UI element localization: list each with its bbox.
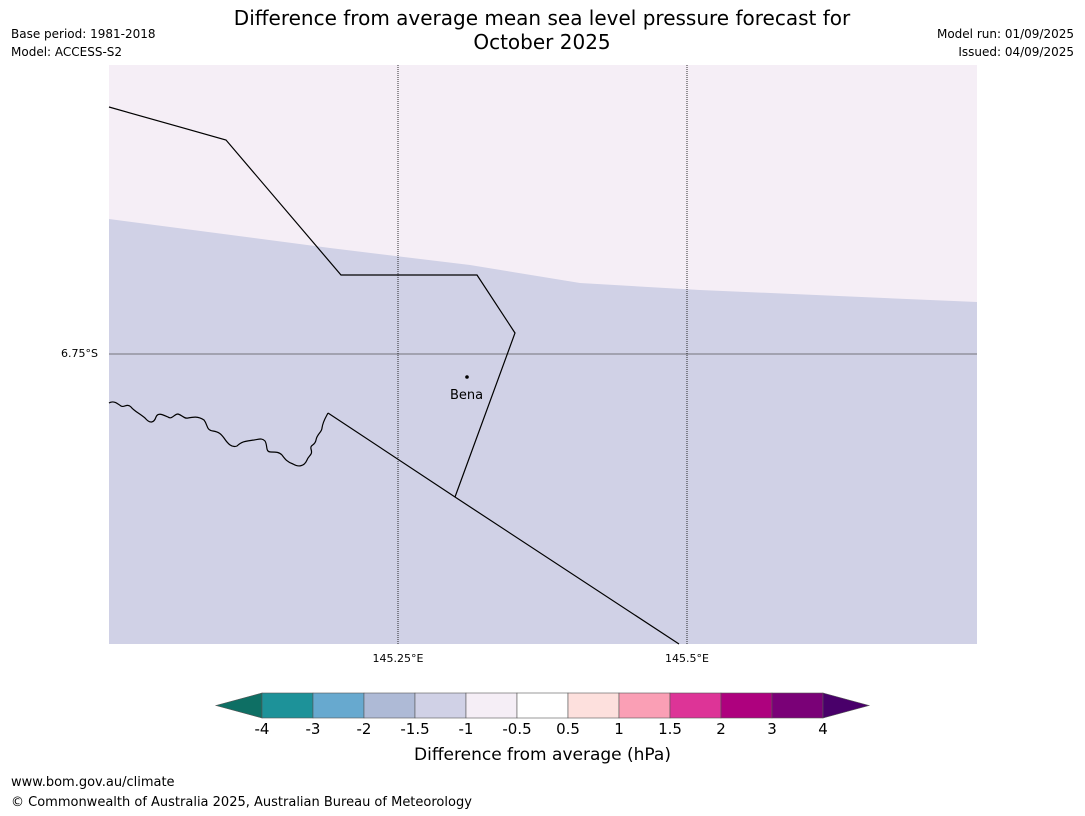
colorbar-tick-label: 4 bbox=[818, 720, 828, 738]
footer-copyright: © Commonwealth of Australia 2025, Austra… bbox=[11, 795, 472, 810]
colorbar-tick-label: -0.5 bbox=[502, 720, 532, 738]
colorbar bbox=[214, 692, 871, 719]
map-title: Difference from average mean sea level p… bbox=[142, 6, 942, 54]
colorbar-segment bbox=[363, 692, 416, 719]
colorbar-tick-label: 1.5 bbox=[658, 720, 682, 738]
colorbar-tick-label: 3 bbox=[767, 720, 777, 738]
title-line-1: Difference from average mean sea level p… bbox=[233, 6, 851, 30]
issued-text: Issued: 04/09/2025 bbox=[958, 45, 1074, 59]
footer-url[interactable]: www.bom.gov.au/climate bbox=[11, 775, 175, 790]
meta-left: Base period: 1981-2018 Model: ACCESS-S2 bbox=[11, 25, 156, 61]
bena-label: Bena bbox=[450, 388, 484, 403]
lon-label-145-5e: 145.5°E bbox=[665, 652, 709, 665]
colorbar-segment bbox=[414, 692, 467, 719]
colorbar-segment bbox=[312, 692, 365, 719]
colorbar-segment bbox=[669, 692, 722, 719]
colorbar-tick-label: -1 bbox=[458, 720, 474, 738]
model-run-text: Model run: 01/09/2025 bbox=[936, 27, 1074, 41]
colorbar-segment bbox=[567, 692, 620, 719]
colorbar-title: Difference from average (hPa) bbox=[414, 745, 671, 765]
title-line-2: October 2025 bbox=[473, 30, 611, 54]
colorbar-segment bbox=[618, 692, 671, 719]
base-period-text: Base period: 1981-2018 bbox=[11, 27, 156, 41]
colorbar-tick-label: 0.5 bbox=[556, 720, 580, 738]
province-boundary-line bbox=[327, 412, 680, 645]
colorbar-tick-label: -4 bbox=[254, 720, 270, 738]
colorbar-segment bbox=[261, 692, 314, 719]
bena-marker bbox=[465, 375, 469, 379]
colorbar-tick-label: -3 bbox=[305, 720, 321, 738]
colorbar-tick-label: 1 bbox=[614, 720, 624, 738]
map-frame bbox=[109, 65, 977, 644]
lat-label-6-75s: 6.75°S bbox=[61, 347, 98, 360]
colorbar-tick-label: 2 bbox=[716, 720, 726, 738]
coastline-river-line bbox=[108, 401, 329, 467]
colorbar-segment bbox=[720, 692, 773, 719]
colorbar-segment bbox=[516, 692, 569, 719]
model-text: Model: ACCESS-S2 bbox=[11, 45, 123, 59]
meta-right: Model run: 01/09/2025 Issued: 04/09/2025 bbox=[937, 25, 1074, 61]
lon-label-145-25e: 145.25°E bbox=[372, 652, 424, 665]
lower-anomaly-region bbox=[109, 219, 977, 644]
colorbar-extend-high bbox=[822, 692, 871, 719]
colorbar-segment bbox=[771, 692, 824, 719]
colorbar-tick-label: -1.5 bbox=[400, 720, 430, 738]
colorbar-tick-label: -2 bbox=[356, 720, 372, 738]
colorbar-segment bbox=[465, 692, 518, 719]
colorbar-extend-low bbox=[214, 692, 263, 719]
district-boundary-line bbox=[108, 106, 516, 498]
